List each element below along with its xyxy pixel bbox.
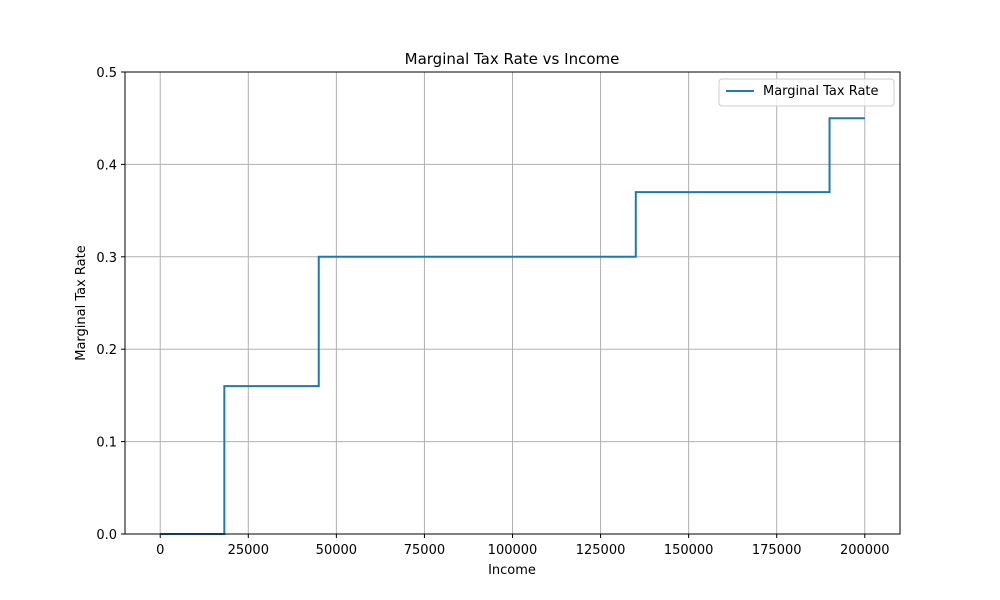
x-tick-label: 150000 [664, 543, 714, 558]
x-tick-label: 200000 [840, 543, 890, 558]
x-tick-label: 25000 [228, 543, 269, 558]
x-tick-label: 75000 [404, 543, 445, 558]
plot-frame [124, 71, 901, 535]
x-tick-label: 50000 [316, 543, 357, 558]
legend-frame [718, 78, 895, 107]
chart-title: Marginal Tax Rate vs Income [405, 50, 620, 68]
y-tick-label: 0.0 [96, 528, 117, 543]
legend: Marginal Tax Rate [718, 78, 895, 107]
legend-label: Marginal Tax Rate [763, 84, 879, 99]
axis-ticks: 0 25000 50000 75000 100000 125000 150000 175000… [96, 66, 889, 558]
y-tick-label: 0.1 [96, 436, 117, 451]
y-tick-label: 0.5 [96, 66, 117, 81]
series-line [160, 117, 865, 535]
x-tick-label: 175000 [752, 543, 802, 558]
y-tick-label: 0.2 [96, 343, 117, 358]
x-tick-label: 0 [156, 543, 164, 558]
y-tick-label: 0.4 [96, 158, 117, 173]
y-tick-label: 0.3 [96, 251, 117, 266]
grid [125, 71, 900, 535]
x-axis-label: Income [488, 563, 536, 578]
x-tick-label: 100000 [488, 543, 538, 558]
series-layer [160, 117, 865, 535]
y-axis-label: Marginal Tax Rate [74, 245, 89, 361]
x-tick-label: 125000 [576, 543, 626, 558]
